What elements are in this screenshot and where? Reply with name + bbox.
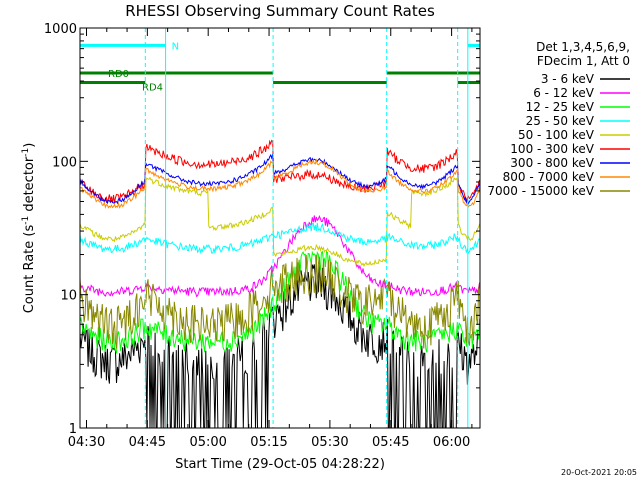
rd0-label: RD0 <box>108 69 129 80</box>
legend: Det 1,3,4,5,6,9, FDecim 1, Att 0 3 - 6 k… <box>487 40 630 198</box>
y-tick-label-1: 1 <box>69 422 77 437</box>
footer-date: 20-Oct-2021 20:05 <box>561 468 637 477</box>
legend-label-300-800-kev: 300 - 800 keV <box>510 156 594 170</box>
night-label: N <box>172 41 179 52</box>
legend-header-detectors: Det 1,3,4,5,6,9, <box>536 40 630 54</box>
series-line-12-25-kev <box>79 250 481 354</box>
plot-frame <box>79 27 481 429</box>
legend-label-50-100-kev: 50 - 100 keV <box>518 128 595 142</box>
series-line-3-6-kev <box>79 264 480 429</box>
legend-label-3-6-kev: 3 - 6 keV <box>541 72 595 86</box>
y-axis-label-exp-2: -1 <box>21 148 31 157</box>
y-tick-label-3: 100 <box>52 155 77 170</box>
y-axis-label: Count Rate (s-1 detector-1) <box>21 143 37 314</box>
rd4-label: RD4 <box>142 83 163 94</box>
legend-label-7000-15000-kev: 7000 - 15000 keV <box>487 184 594 198</box>
y-tick-label-4: 1000 <box>44 22 77 37</box>
y-axis-label-start: Count Rate (s <box>22 225 37 314</box>
y-axis-label-exp-1: -1 <box>21 216 31 225</box>
legend-header-attenuator: FDecim 1, Att 0 <box>537 54 630 68</box>
chart-title: RHESSI Observing Summary Count Rates <box>125 2 435 20</box>
x-tick-label-5: 05:30 <box>311 435 348 450</box>
tick-layer: 1 10 100 1000 04:30 04:45 05:00 05:15 05:30 05:45… <box>44 22 480 450</box>
legend-label-12-25-kev: 12 - 25 keV <box>526 100 595 114</box>
x-tick-label-1: 04:30 <box>68 435 105 450</box>
series-line-7000-15000-kev <box>79 254 481 349</box>
x-tick-label-4: 05:15 <box>250 435 287 450</box>
legend-label-25-50-kev: 25 - 50 keV <box>526 114 595 128</box>
series-layer <box>79 139 481 429</box>
series-line-300-800-kev <box>79 153 481 206</box>
series-line-800-7000-kev <box>79 158 481 209</box>
x-tick-label-6: 05:45 <box>372 435 409 450</box>
legend-label-6-12-kev: 6 - 12 keV <box>533 86 595 100</box>
legend-label-800-7000-kev: 800 - 7000 keV <box>503 170 595 184</box>
series-line-25-50-kev <box>79 222 480 255</box>
x-axis-label: Start Time (29-Oct-05 04:28:22) <box>175 457 385 472</box>
x-tick-label-7: 06:00 <box>433 435 470 450</box>
x-tick-label-2: 04:45 <box>129 435 166 450</box>
x-tick-label-3: 05:00 <box>189 435 226 450</box>
y-axis-label-middle: detector <box>22 156 37 216</box>
legend-label-100-300-kev: 100 - 300 keV <box>510 142 594 156</box>
y-tick-label-2: 10 <box>60 289 77 304</box>
plot-area: N RD0 RD4 1 10 100 1000 04:30 04:45 05:00 05:15 05… <box>44 22 481 450</box>
marker-layer: N RD0 RD4 <box>80 28 480 428</box>
y-axis-label-end: ) <box>22 143 37 148</box>
